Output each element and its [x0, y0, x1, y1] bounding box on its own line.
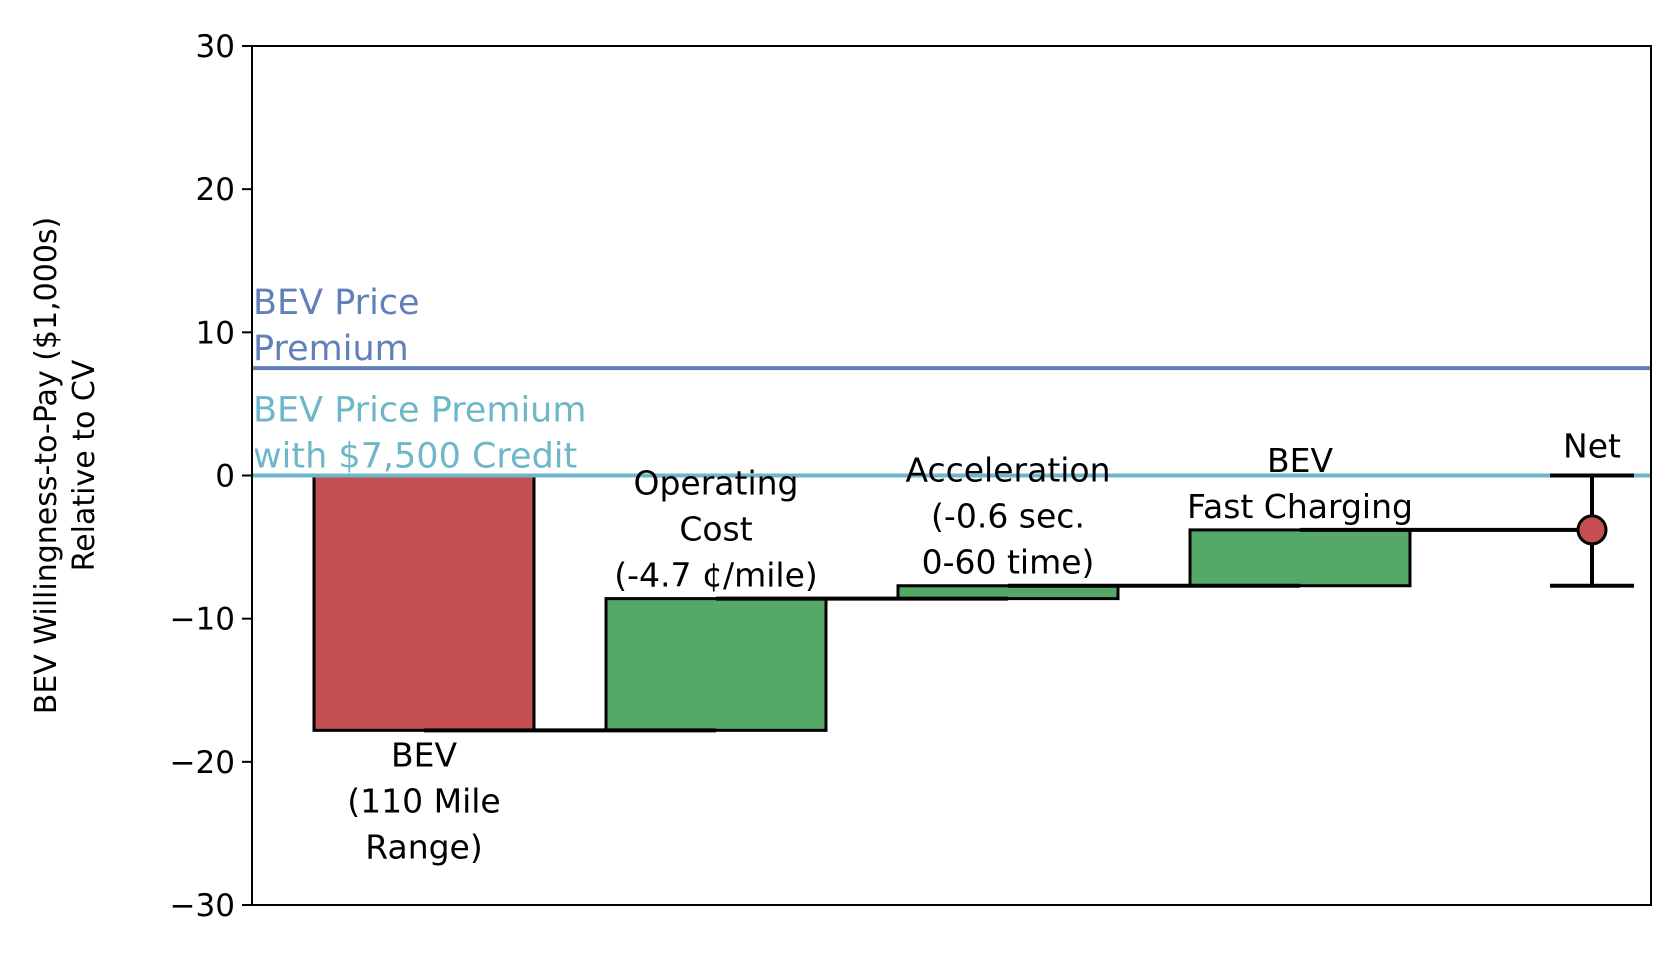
reference-lines-layer: BEV Price Premium BEV Price Premium with $7…: [252, 283, 1651, 478]
y-tick-label: −10: [170, 602, 235, 638]
y-tick-label: 30: [196, 29, 235, 65]
bar-4-label-line-1: BEV: [1267, 441, 1333, 480]
connectors-layer: [424, 527, 1592, 733]
bar-1-label-line-2: (110 Mile: [347, 781, 500, 820]
reference-label-1-line-1: BEV Price: [253, 283, 420, 323]
bar-4-label-line-2: Fast Charging: [1187, 487, 1413, 526]
net-marker-layer: [1550, 473, 1634, 588]
bar-2-label-line-2: Cost: [679, 510, 752, 549]
reference-label-2-line-2: with $7,500 Credit: [253, 437, 577, 477]
y-tick-label: 10: [196, 315, 235, 351]
net-point: [1576, 514, 1608, 546]
y-axis: 30 20 10 0 −10 −20 −30: [170, 29, 252, 924]
reference-label-1-line-2: Premium: [253, 329, 409, 369]
bar-2-label-line-3: (-4.7 ¢/mile): [614, 556, 818, 595]
y-tick-label: 0: [215, 459, 235, 495]
y-tick-label: −20: [170, 745, 235, 781]
net-label: Net: [1563, 427, 1621, 466]
y-axis-title: BEV Willingness-to-Pay ($1,000s) Relative…: [29, 217, 102, 714]
bar-1-label-line-3: Range): [365, 827, 482, 866]
y-axis-title-line-2: Relative to CV: [67, 359, 102, 571]
bar-3-label-line-3: 0-60 time): [922, 543, 1095, 582]
y-tick-label: −30: [170, 888, 235, 924]
bar-labels-layer: Net BEV (110 Mile Range) Operating Cost (-4.7 …: [347, 427, 1621, 867]
bar-1-label-line-1: BEV: [391, 735, 457, 774]
bar-4: [1188, 528, 1412, 588]
reference-label-2-line-1: BEV Price Premium: [253, 391, 586, 431]
bar-3-label-line-1: Acceleration: [905, 451, 1110, 490]
bar-1: [312, 474, 536, 732]
y-axis-title-line-1: BEV Willingness-to-Pay ($1,000s): [29, 217, 64, 714]
bar-3-label-line-2: (-0.6 sec.: [931, 497, 1085, 536]
bar-2-label-line-1: Operating: [634, 464, 799, 503]
bar-2: [604, 597, 828, 732]
y-tick-label: 20: [196, 172, 235, 208]
